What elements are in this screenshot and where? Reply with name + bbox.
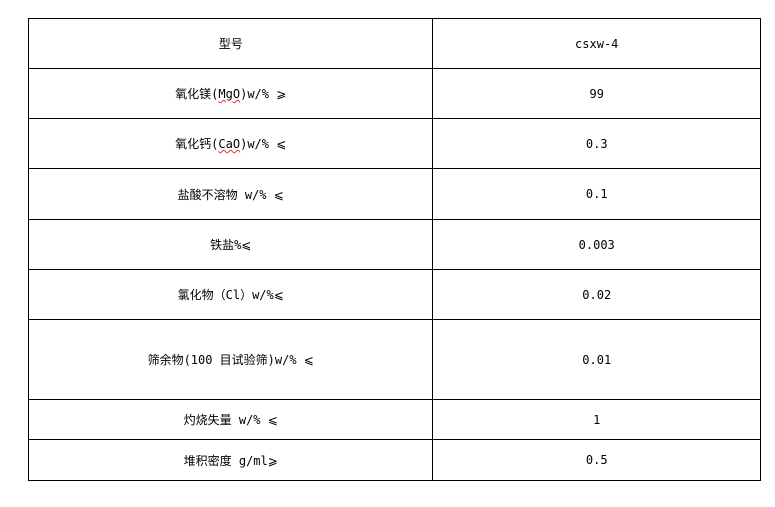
- row-label: 堆积密度 g/ml⩾: [27, 439, 434, 481]
- row-label: 灼烧失量 w/% ⩽: [27, 399, 434, 440]
- label-formula: MgO: [218, 87, 241, 101]
- table-row: 氧化钙(CaO)w/% ⩽ 0.3: [27, 118, 761, 169]
- row-label: 氧化镁(MgO)w/% ⩾: [27, 68, 434, 119]
- label-text: 氧化钙(: [175, 137, 219, 151]
- table-row: 堆积密度 g/ml⩾ 0.5: [27, 439, 761, 481]
- row-value: 99: [432, 68, 761, 119]
- table-row: 筛余物(100 目试验筛)w/% ⩽ 0.01: [27, 319, 761, 400]
- row-value: 0.1: [432, 168, 761, 220]
- table-row: 氯化物（Cl）w/%⩽ 0.02: [27, 269, 761, 320]
- table-row: 盐酸不溶物 w/% ⩽ 0.1: [27, 168, 761, 220]
- table-row: 铁盐%⩽ 0.003: [27, 219, 761, 270]
- row-value: 0.01: [432, 319, 761, 400]
- row-label: 盐酸不溶物 w/% ⩽: [27, 168, 434, 220]
- header-value: csxw-4: [432, 18, 761, 69]
- label-text: )w/% ⩾: [240, 87, 287, 101]
- header-label: 型号: [27, 18, 434, 69]
- row-value: 0.5: [432, 439, 761, 481]
- row-label: 氧化钙(CaO)w/% ⩽: [27, 118, 434, 169]
- table-row: 氧化镁(MgO)w/% ⩾ 99: [27, 68, 761, 119]
- row-value: 0.003: [432, 219, 761, 270]
- row-label: 铁盐%⩽: [27, 219, 434, 270]
- table-row: 灼烧失量 w/% ⩽ 1: [27, 399, 761, 440]
- spec-table: 型号 csxw-4 氧化镁(MgO)w/% ⩾ 99 氧化钙(CaO)w/% ⩽…: [27, 18, 761, 481]
- row-label: 筛余物(100 目试验筛)w/% ⩽: [27, 319, 434, 400]
- row-value: 1: [432, 399, 761, 440]
- label-text: 氧化镁(: [175, 87, 219, 101]
- row-value: 0.3: [432, 118, 761, 169]
- row-label: 氯化物（Cl）w/%⩽: [27, 269, 434, 320]
- row-value: 0.02: [432, 269, 761, 320]
- label-text: )w/% ⩽: [240, 137, 287, 151]
- table-header-row: 型号 csxw-4: [27, 18, 761, 69]
- label-formula: CaO: [218, 137, 241, 151]
